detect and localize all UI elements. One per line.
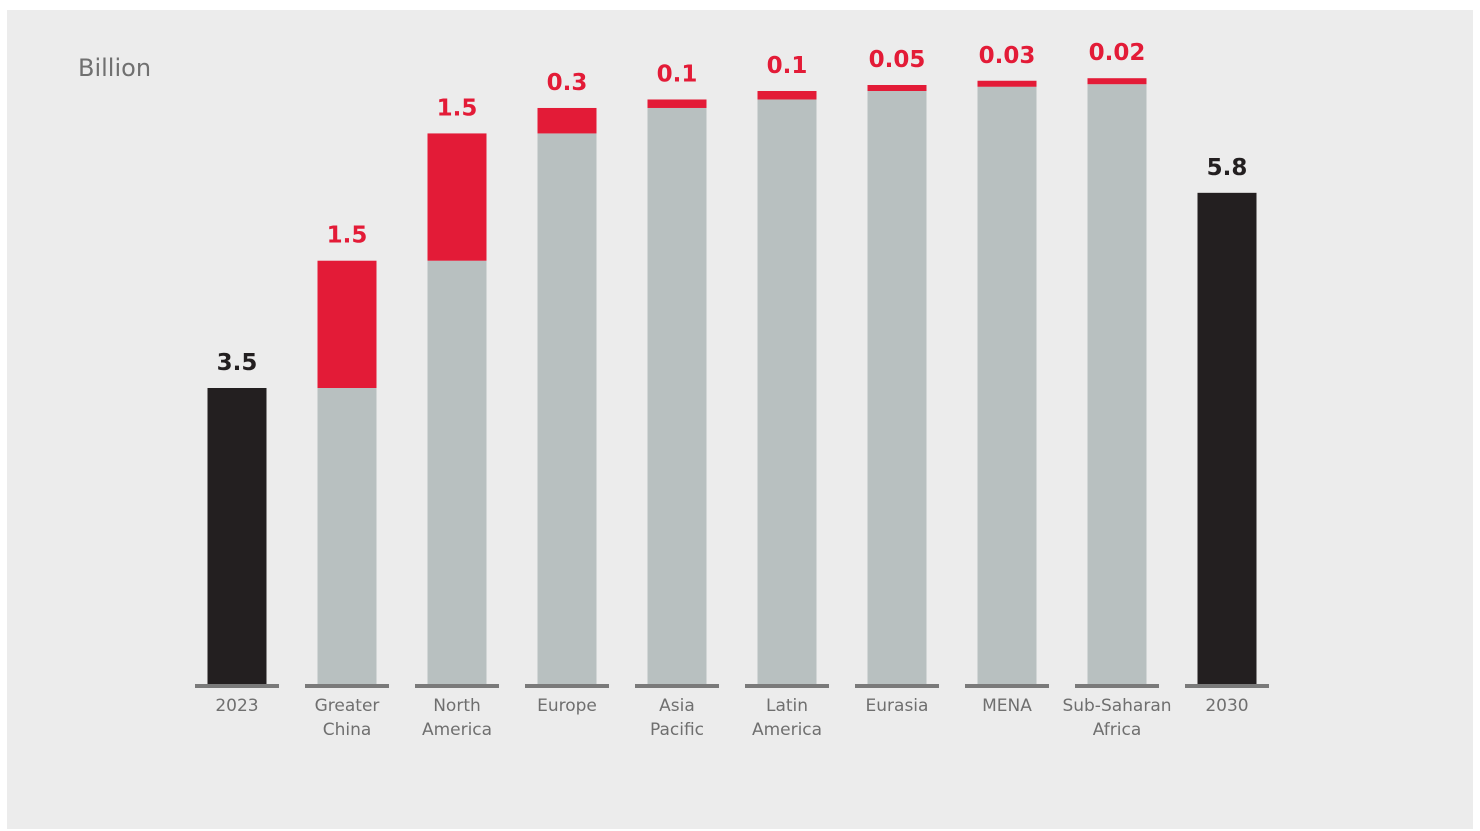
category-label-line: Pacific [650,720,704,740]
category-label-3: Europe [537,696,597,716]
data-label-7: 0.03 [979,43,1036,69]
bar-increase-5 [757,91,817,100]
axis-segment-1 [305,684,389,688]
category-label-4: Asia Pacific [650,696,704,740]
axis-layer [195,684,1269,688]
data-label-1: 1.5 [327,223,368,249]
data-label-3: 0.3 [547,70,588,96]
bar-total-9 [1197,192,1257,686]
category-label-line: Eurasia [866,696,929,716]
bar-increase-7 [977,80,1037,87]
bar-increase-3 [537,107,597,134]
bar-base-5 [757,99,817,685]
category-label-line: Europe [537,696,597,716]
category-label-line: Africa [1093,720,1142,740]
category-label-1: Greater China [315,696,380,740]
data-label-2: 1.5 [437,95,478,121]
category-label-2: North America [422,696,492,740]
category-label-5: Latin America [752,696,822,740]
data-label-8: 0.02 [1089,40,1146,66]
axis-segment-2 [415,684,499,688]
axis-segment-9 [1185,684,1269,688]
bar-increase-1 [317,260,377,388]
bar-increase-2 [427,133,487,261]
axis-segment-5 [745,684,829,688]
axis-segment-4 [635,684,719,688]
category-label-line: America [752,720,822,740]
category-label-line: Sub-Saharan [1062,696,1171,716]
bar-increase-6 [867,85,927,91]
category-label-8: Sub-Saharan Africa [1062,696,1171,740]
bar-base-8 [1087,84,1147,685]
bar-base-1 [317,388,377,685]
bar-increase-4 [647,99,707,108]
data-label-6: 0.05 [869,47,926,73]
bar-increase-8 [1087,78,1147,85]
axis-segment-6 [855,684,939,688]
data-label-9: 5.8 [1207,155,1248,181]
category-label-line: 2030 [1205,696,1248,716]
bar-base-2 [427,260,487,685]
category-label-line: North [433,696,481,716]
axis-segment-0 [195,684,279,688]
data-label-5: 0.1 [767,53,808,79]
category-label-0: 2023 [215,696,258,716]
category-label-9: 2030 [1205,696,1248,716]
category-label-6: Eurasia [866,696,929,716]
labels-layer: 3.5 2023 1.5 Greater China 1.5 North America 0.3… [215,40,1248,740]
bar-base-6 [867,91,927,685]
axis-segment-8 [1075,684,1159,688]
data-label-0: 3.5 [217,350,258,376]
category-label-line: Asia [659,696,695,716]
bar-base-7 [977,86,1037,685]
y-axis-unit-label: Billion [78,54,152,82]
bars-layer [207,78,1257,686]
bar-total-0 [207,388,267,685]
category-label-line: MENA [982,696,1032,716]
axis-segment-3 [525,684,609,688]
category-label-line: Greater [315,696,380,716]
category-label-line: America [422,720,492,740]
bar-base-3 [537,133,597,685]
bar-base-4 [647,107,707,685]
category-label-7: MENA [982,696,1032,716]
category-label-line: China [323,720,372,740]
axis-segment-7 [965,684,1049,688]
data-label-4: 0.1 [657,61,698,87]
category-label-line: Latin [766,696,808,716]
category-label-line: 2023 [215,696,258,716]
